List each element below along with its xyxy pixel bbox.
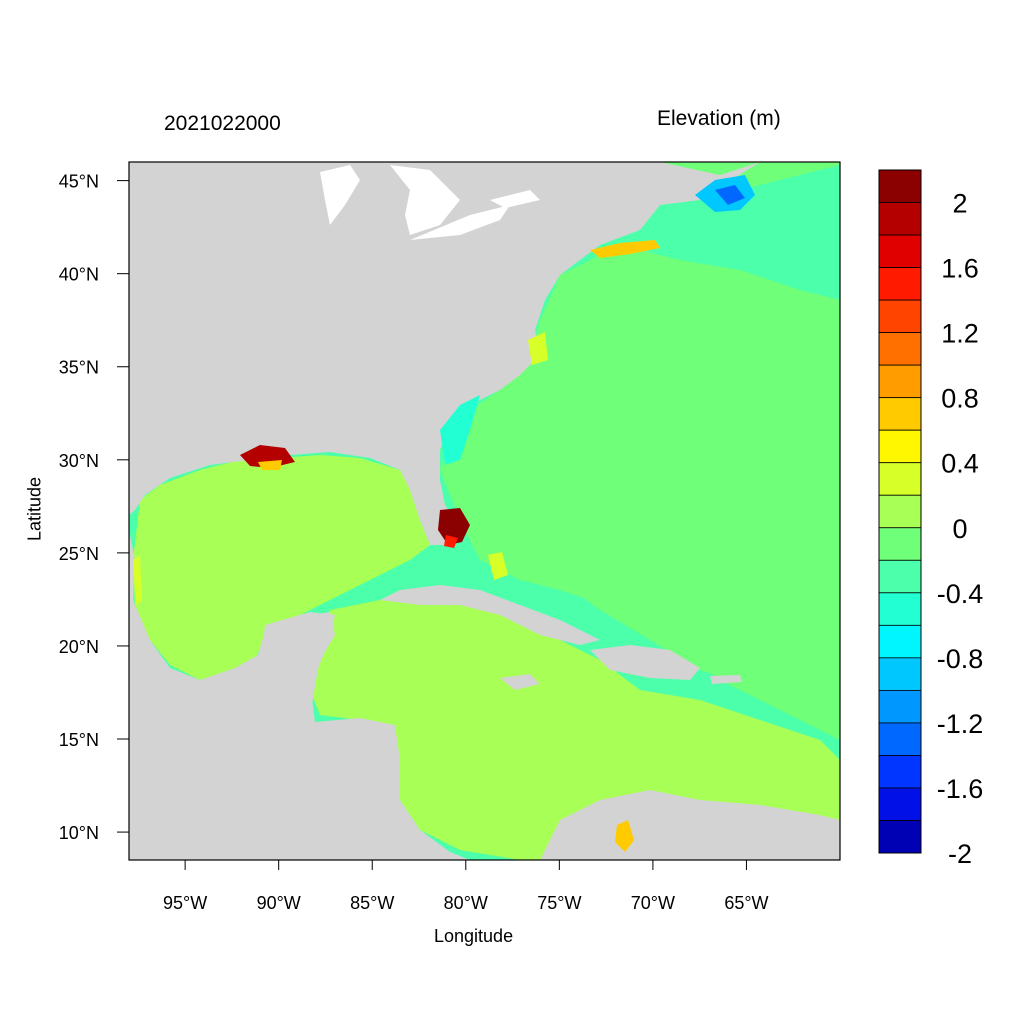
caribbean-sea <box>310 595 840 860</box>
y-tick-label: 45°N <box>59 172 99 192</box>
colorbar-swatch <box>878 787 922 821</box>
date-label: 2021022000 <box>164 112 281 135</box>
colorbar-swatch <box>878 722 922 756</box>
positive-anomaly-florida-rim <box>444 535 458 548</box>
x-tick-label: 85°W <box>350 893 394 913</box>
colorbar-label: 0.8 <box>941 384 979 414</box>
negative-anomaly-gulf-of-maine-core <box>715 185 745 205</box>
atlantic-interior <box>540 290 840 700</box>
colorbar-swatch <box>878 592 922 626</box>
colorbar-label: -1.2 <box>937 709 984 739</box>
land-jamaica <box>500 674 540 690</box>
colorbar-label: 2 <box>952 189 967 219</box>
x-tick-label: 80°W <box>444 893 488 913</box>
y-tick-label: 15°N <box>59 730 99 750</box>
x-tick-label: 90°W <box>257 893 301 913</box>
colorbar-swatch <box>878 624 922 659</box>
great-lake-ontario <box>490 190 540 208</box>
land-cuba <box>380 585 600 645</box>
y-tick-label: 30°N <box>59 451 99 471</box>
y-tick-label: 35°N <box>59 358 99 378</box>
x-tick-label: 65°W <box>724 893 768 913</box>
colorbar-label: -0.4 <box>937 579 984 609</box>
y-tick-label: 40°N <box>59 265 99 285</box>
x-tick-label: 75°W <box>537 893 581 913</box>
great-lake-superior <box>320 165 360 225</box>
colorbar: 2 1.6 1.2 0.8 0.4 0 -0.4 -0.8 -1.2 -1.6 -2 <box>878 169 984 869</box>
land-hispaniola <box>590 645 700 680</box>
map-frame <box>128 161 841 861</box>
colorbar-swatch <box>878 559 922 594</box>
colorbar-swatch <box>878 202 922 236</box>
land-puerto-rico <box>710 675 742 684</box>
negative-anomaly-southeast-shelf <box>440 395 480 465</box>
positive-anomaly-bahamas <box>488 552 508 580</box>
x-tick-label: 70°W <box>631 893 675 913</box>
land-north-america <box>129 162 760 545</box>
colorbar-swatch <box>878 267 922 301</box>
colorbar-swatch <box>878 657 922 691</box>
colorbar-label: 0 <box>952 514 967 544</box>
positive-anomaly-maracaibo <box>615 820 634 852</box>
colorbar-swatch <box>878 462 922 496</box>
positive-anomaly-texas-coast <box>133 555 142 605</box>
positive-anomaly-louisiana-rim <box>258 460 282 470</box>
land-yucatan <box>262 612 335 705</box>
colorbar-label: -0.8 <box>937 644 984 674</box>
colorbar-swatch <box>878 332 922 366</box>
colorbar-label: -1.6 <box>937 774 984 804</box>
map-panel <box>129 162 840 860</box>
colorbar-swatch <box>878 755 922 789</box>
variable-label: Elevation (m) <box>657 107 781 130</box>
positive-anomaly-long-island <box>590 240 660 258</box>
colorbar-swatch <box>878 169 922 203</box>
x-axis-label: Longitude <box>434 926 514 946</box>
colorbar-swatch <box>878 527 922 561</box>
colorbar-swatch <box>878 820 922 854</box>
positive-anomaly-chesapeake <box>528 332 548 365</box>
colorbar-swatch <box>878 234 922 268</box>
colorbar-swatch <box>878 397 922 431</box>
great-lake-huron <box>390 165 460 235</box>
colorbar-label: -2 <box>948 839 972 869</box>
land-south-america <box>540 790 840 860</box>
colorbar-label: 1.6 <box>941 254 979 284</box>
colorbar-swatch <box>878 689 922 724</box>
x-axis: 95°W 90°W 85°W 80°W 75°W 70°W 65°W <box>163 860 769 913</box>
colorbar-swatch <box>878 299 922 334</box>
great-lake-erie <box>410 205 510 240</box>
x-tick-label: 95°W <box>163 893 207 913</box>
colorbar-label: 1.2 <box>941 319 979 349</box>
colorbar-swatch <box>878 429 922 464</box>
colorbar-swatch <box>878 364 922 399</box>
y-tick-label: 25°N <box>59 544 99 564</box>
colorbar-label: 0.4 <box>941 449 979 479</box>
gulf-of-mexico <box>133 455 430 680</box>
colorbar-swatch <box>878 494 922 529</box>
y-tick-label: 20°N <box>59 637 99 657</box>
y-axis: 45°N 40°N 35°N 30°N 25°N 20°N 15°N 10°N <box>59 172 129 843</box>
colorbar-frame <box>878 169 922 854</box>
y-tick-label: 10°N <box>59 823 99 843</box>
